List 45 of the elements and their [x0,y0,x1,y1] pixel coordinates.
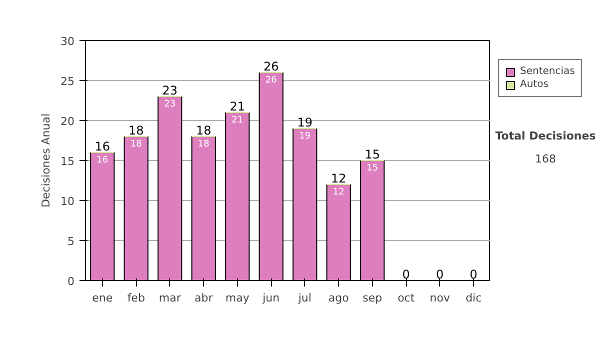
y-tick-label: 15 [60,155,75,168]
data-label: 19 [299,132,311,142]
x-tick-label: nov [430,292,450,304]
total-label: 23 [162,84,178,98]
y-tick-label: 0 [68,275,74,288]
y-tick-label: 30 [60,35,75,48]
total-label: 19 [297,116,313,130]
total-label: 0 [470,268,478,282]
total-label: 15 [364,148,380,162]
y-axis-title: Decisiones Anual [40,113,53,208]
data-label: 26 [265,76,278,86]
x-tick-label: jul [297,292,312,304]
total-label: 26 [263,60,279,74]
total-label: 18 [128,124,144,138]
data-label: 12 [332,188,344,198]
legend-label: Autos [520,79,548,90]
data-label: 21 [232,116,244,126]
data-label: 18 [198,140,210,150]
total-label: 21 [230,100,246,114]
legend-label: Sentencias [520,66,575,77]
x-tick-label: mar [158,292,182,304]
x-tick-label: ago [328,292,350,304]
y-tick-label: 10 [60,195,75,208]
text: Total Decisiones [495,130,596,142]
x-tick-label: ene [92,292,113,304]
x-tick-label: sep [362,292,382,304]
text: 168 [535,152,556,166]
x-tick-label: dic [466,292,482,304]
total-label: 0 [402,268,410,282]
total-label: 18 [196,124,212,138]
x-tick-label: jun [262,292,280,304]
total-label: 0 [436,268,444,282]
x-tick-label: abr [194,292,214,304]
x-tick-label: may [225,292,250,304]
x-tick-label: feb [127,292,145,304]
x-tick-label: oct [398,292,416,304]
total-label: 12 [330,172,346,186]
y-tick-label: 5 [68,235,74,248]
data-label: 16 [96,156,108,166]
data-label: 15 [366,164,378,174]
data-label: 18 [130,140,142,150]
total-label: 16 [94,140,110,154]
y-tick-label: 25 [60,75,75,88]
y-tick-label: 20 [60,115,75,128]
data-label: 23 [164,100,176,110]
